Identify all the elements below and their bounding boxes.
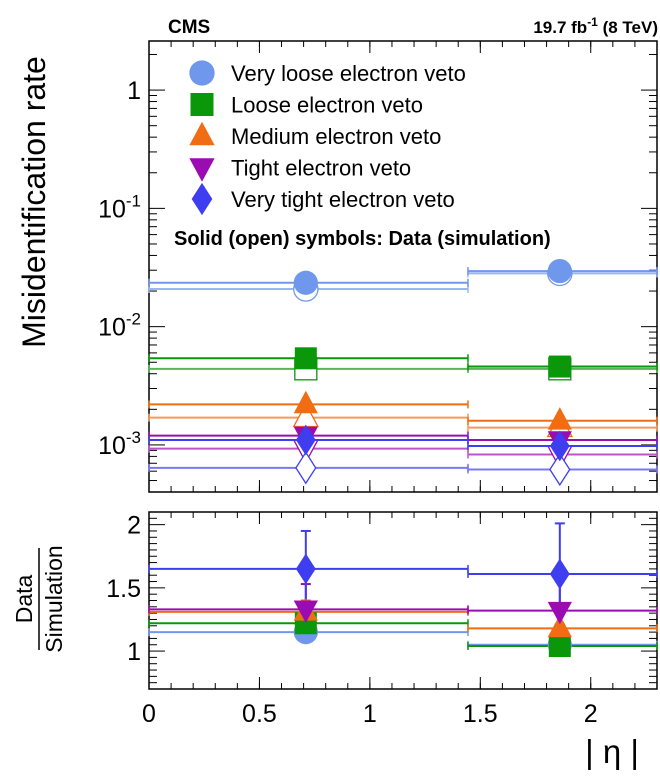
- data-point: [547, 407, 572, 430]
- main-y-tick-exponent: -2: [126, 310, 141, 329]
- ratio-y-label-numerator: Data: [11, 575, 37, 624]
- main-y-tick-label: 10-3: [98, 428, 141, 460]
- ratio-x-tick-label: 0: [142, 700, 156, 728]
- data-point: [294, 347, 317, 370]
- main-y-tick-label: 10-1: [98, 191, 141, 223]
- simulation-point: [549, 452, 571, 487]
- data-point: [547, 258, 572, 284]
- ratio-plot-frame: [148, 511, 658, 690]
- main-y-tick-exponent: -3: [126, 428, 141, 447]
- legend-label: Very loose electron veto: [231, 61, 466, 86]
- ratio-y-label-denominator: Simulation: [41, 545, 67, 652]
- main-y-axis-label: Misidentification rate: [16, 56, 52, 348]
- ratio-x-tick-label: 0.5: [242, 700, 277, 728]
- legend-marker: [189, 60, 215, 86]
- ratio-x-tick-label: 2: [584, 700, 598, 728]
- ratio-point: [549, 558, 570, 590]
- luminosity-energy: (8 TeV): [598, 18, 658, 37]
- ratio-point: [547, 614, 572, 638]
- legend-label: Very tight electron veto: [231, 187, 455, 212]
- legend-note: Solid (open) symbols: Data (simulation): [174, 228, 551, 250]
- ratio-y-tick-label: 1.5: [106, 575, 141, 603]
- main-y-tick-label: 1: [127, 77, 141, 105]
- data-point: [293, 390, 318, 414]
- data-point: [549, 430, 570, 462]
- ratio-x-tick-label: 1: [363, 700, 377, 728]
- legend-label: Loose electron veto: [231, 93, 423, 118]
- simulation-point: [295, 451, 317, 485]
- cms-label: CMS: [168, 17, 210, 38]
- legend-marker: [191, 182, 213, 216]
- ratio-plot-marks: [148, 522, 658, 658]
- legend: Very loose electron veto Loose electron v…: [189, 60, 466, 216]
- ratio-point: [547, 601, 572, 625]
- legend-label: Tight electron veto: [231, 156, 411, 181]
- luminosity-label: 19.7 fb-1 (8 TeV): [533, 15, 658, 37]
- ratio-y-tick-label: 2: [127, 512, 141, 540]
- ratio-x-tick-label: 1.5: [463, 700, 498, 728]
- ratio-point: [293, 600, 318, 623]
- main-plot-frame: [148, 40, 658, 493]
- main-plot-marks: [148, 258, 658, 487]
- legend-marker: [190, 93, 214, 116]
- ratio-point: [295, 553, 316, 585]
- x-axis-label: | η |: [585, 733, 639, 770]
- data-point: [295, 424, 316, 456]
- ratio-axes: 0 0.5 1 1.5 2 1 1.5 2: [106, 512, 657, 728]
- main-y-tick-exponent: -1: [126, 191, 141, 210]
- legend-marker: [189, 121, 215, 146]
- legend-label: Medium electron veto: [231, 124, 441, 149]
- ratio-y-tick-label: 1: [127, 638, 141, 666]
- data-point: [293, 270, 318, 295]
- legend-marker: [189, 158, 215, 182]
- data-point: [548, 355, 571, 378]
- luminosity-exponent: -1: [587, 15, 598, 29]
- main-y-tick-label: 10-2: [98, 310, 141, 342]
- ratio-point: [548, 635, 571, 658]
